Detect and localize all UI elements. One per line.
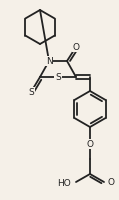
Text: HO: HO bbox=[57, 179, 71, 188]
Text: N: N bbox=[46, 57, 52, 66]
Text: O: O bbox=[87, 140, 94, 149]
Text: S: S bbox=[28, 88, 34, 97]
Text: O: O bbox=[108, 178, 115, 187]
Text: S: S bbox=[55, 73, 61, 82]
Text: O: O bbox=[72, 43, 79, 52]
